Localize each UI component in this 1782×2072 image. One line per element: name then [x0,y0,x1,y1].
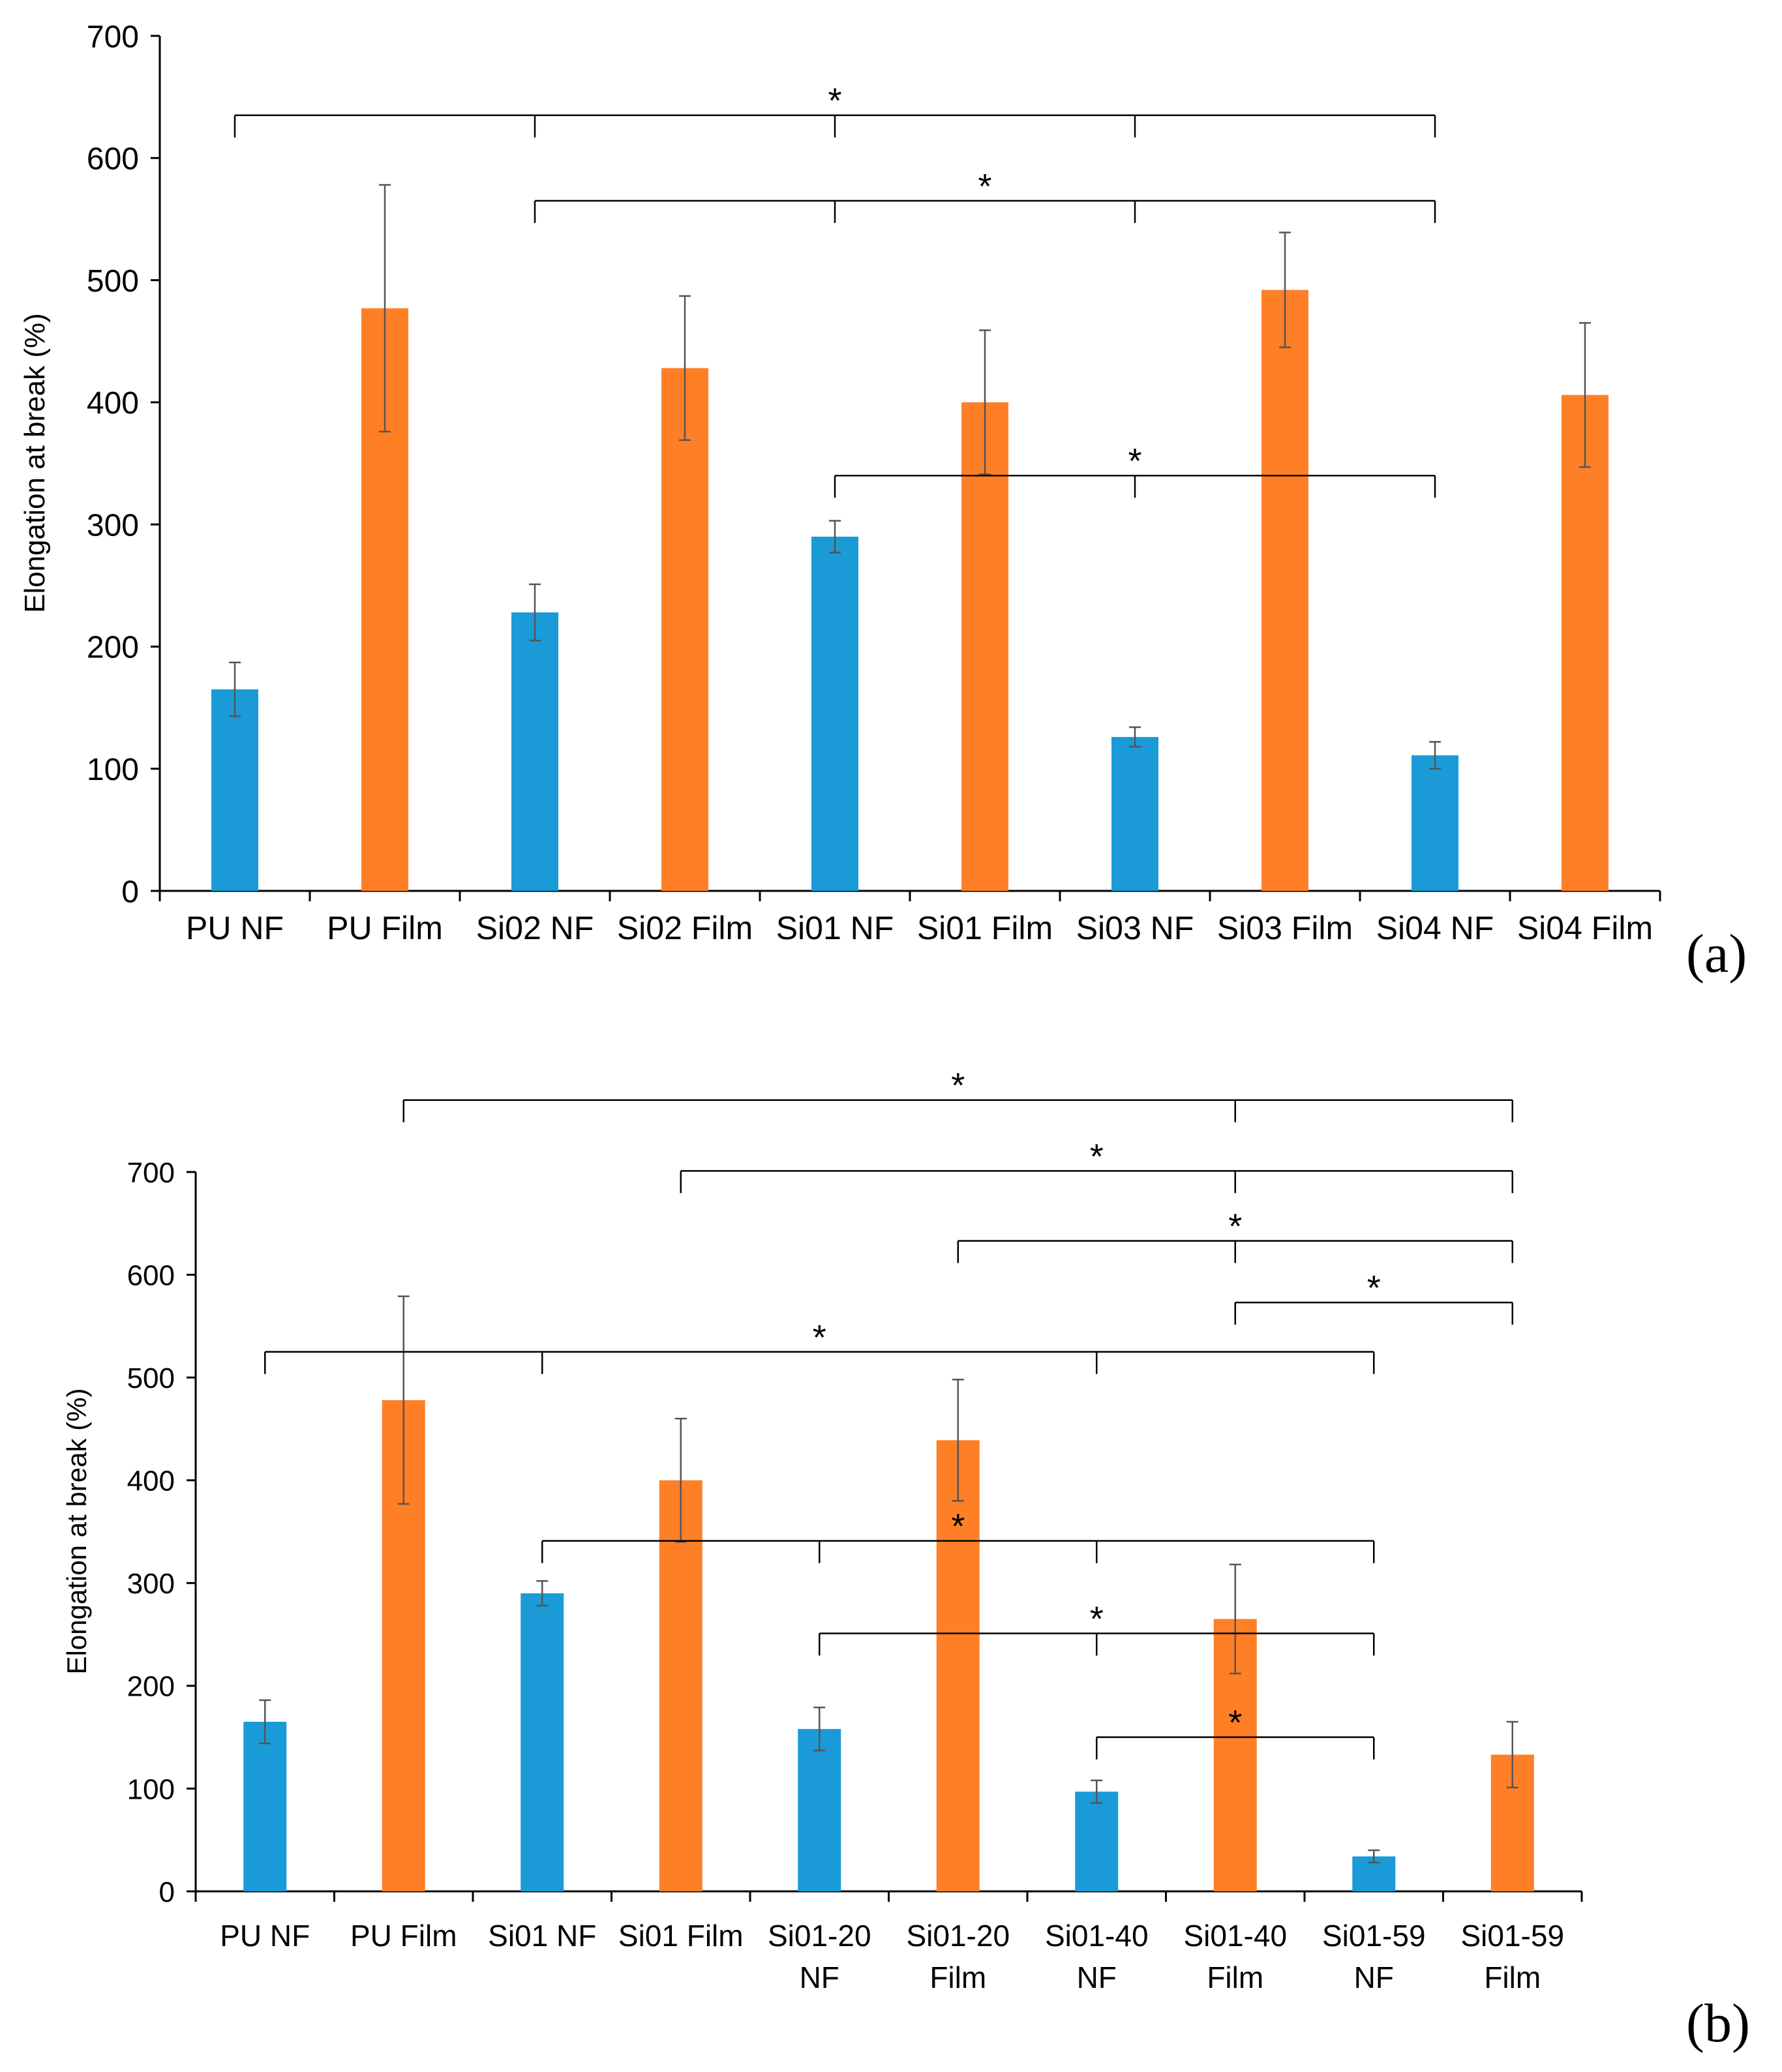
pa-x-tick-label-4: Si01 NF [776,910,894,946]
chart-panel-b: 0 100 200 300 400 500 600 700 Elongation at brea… [61,1066,1583,1994]
pb-bar-6 [1075,1792,1119,1891]
pa-bar-4 [811,536,858,891]
pb-sig-marker-3: * [1367,1269,1381,1308]
pb-sig-marker-5: * [951,1507,965,1546]
pa-sig-marker-2: * [1128,442,1141,481]
pb-y-tick-label: 100 [127,1773,175,1805]
pa-y-tick-label: 100 [87,753,139,787]
pa-y-tick-label: 300 [87,508,139,543]
pa-bar-2 [511,612,558,891]
pb-x-tick-label-3: Si01 Film [618,1919,744,1953]
pb-sig-marker-7: * [1228,1704,1242,1743]
pa-y-tick-label: 400 [87,386,139,421]
pa-y-tick-label: 700 [87,20,139,54]
pa-bar-3 [661,368,708,891]
pa-x-tick-label-6: Si03 NF [1076,910,1194,946]
pa-x-tick-label-3: Si02 Film [617,910,753,946]
pa-x-tick-label-2: Si02 NF [476,910,594,946]
pa-y-axis-title: Elongation at break (%) [19,313,51,613]
pa-x-tick-label-7: Si03 Film [1217,910,1353,946]
pb-x-tick-label-2: Si01 NF [488,1919,596,1953]
pb-bar-4 [798,1729,841,1891]
pb-x-tick-label-8: Si01-59 NF [1322,1919,1426,1994]
pb-sig-marker-2: * [1228,1207,1242,1246]
pb-y-tick-label: 700 [127,1157,175,1189]
pb-sig-marker-0: * [951,1066,965,1105]
panel-label-a: (a) [1686,923,1747,984]
pa-x-tick-label-0: PU NF [186,910,284,946]
pb-bar-2 [521,1593,564,1891]
pa-bar-7 [1261,290,1308,891]
pb-sig-marker-6: * [1090,1599,1104,1638]
pa-sig-marker-1: * [978,167,991,206]
pb-y-axis-title: Elongation at break (%) [61,1389,92,1675]
pb-y-tick-label: 400 [127,1465,175,1497]
pb-y-tick-label: 500 [127,1362,175,1394]
pa-sig-marker-0: * [828,82,841,121]
pb-sig-marker-4: * [813,1318,826,1357]
pa-bar-5 [961,402,1008,891]
pa-x-tick-label-8: Si04 NF [1376,910,1494,946]
pa-x-tick-label-1: PU Film [327,910,443,946]
pa-y-tick-label: 600 [87,142,139,177]
pb-x-tick-label-1: PU Film [350,1919,457,1953]
pa-bar-9 [1562,395,1608,891]
pb-sig-marker-1: * [1090,1137,1104,1176]
pb-bar-0 [243,1722,287,1891]
pa-x-tick-label-5: Si01 Film [917,910,1053,946]
pb-x-tick-label-9: Si01-59 Film [1460,1919,1564,1994]
pb-x-tick-label-5: Si01-20 Film [906,1919,1010,1994]
pa-y-tick-label: 0 [121,875,139,909]
pb-y-tick-label: 200 [127,1671,175,1703]
pb-bar-3 [659,1480,702,1891]
pb-x-tick-label-6: Si01-40 NF [1045,1919,1149,1994]
pb-y-tick-label: 600 [127,1259,175,1291]
pa-x-tick-label-9: Si04 Film [1517,910,1653,946]
pb-x-tick-label-4: Si01-20 NF [768,1919,871,1994]
pb-y-tick-label: 300 [127,1568,175,1600]
pa-bar-0 [211,689,258,891]
pa-y-tick-label: 200 [87,631,139,665]
pb-bar-5 [936,1440,980,1891]
pb-x-tick-label-7: Si01-40 Film [1183,1919,1287,1994]
panel-label-b: (b) [1686,1993,1750,2054]
pa-bar-8 [1412,755,1458,891]
pb-x-tick-label-0: PU NF [220,1919,310,1953]
pa-bar-6 [1111,737,1158,891]
chart-panel-a: 0 100 200 300 400 500 600 700 Elongation at brea… [19,20,1661,946]
pa-y-tick-label: 500 [87,264,139,299]
pb-y-tick-label: 0 [159,1876,175,1908]
